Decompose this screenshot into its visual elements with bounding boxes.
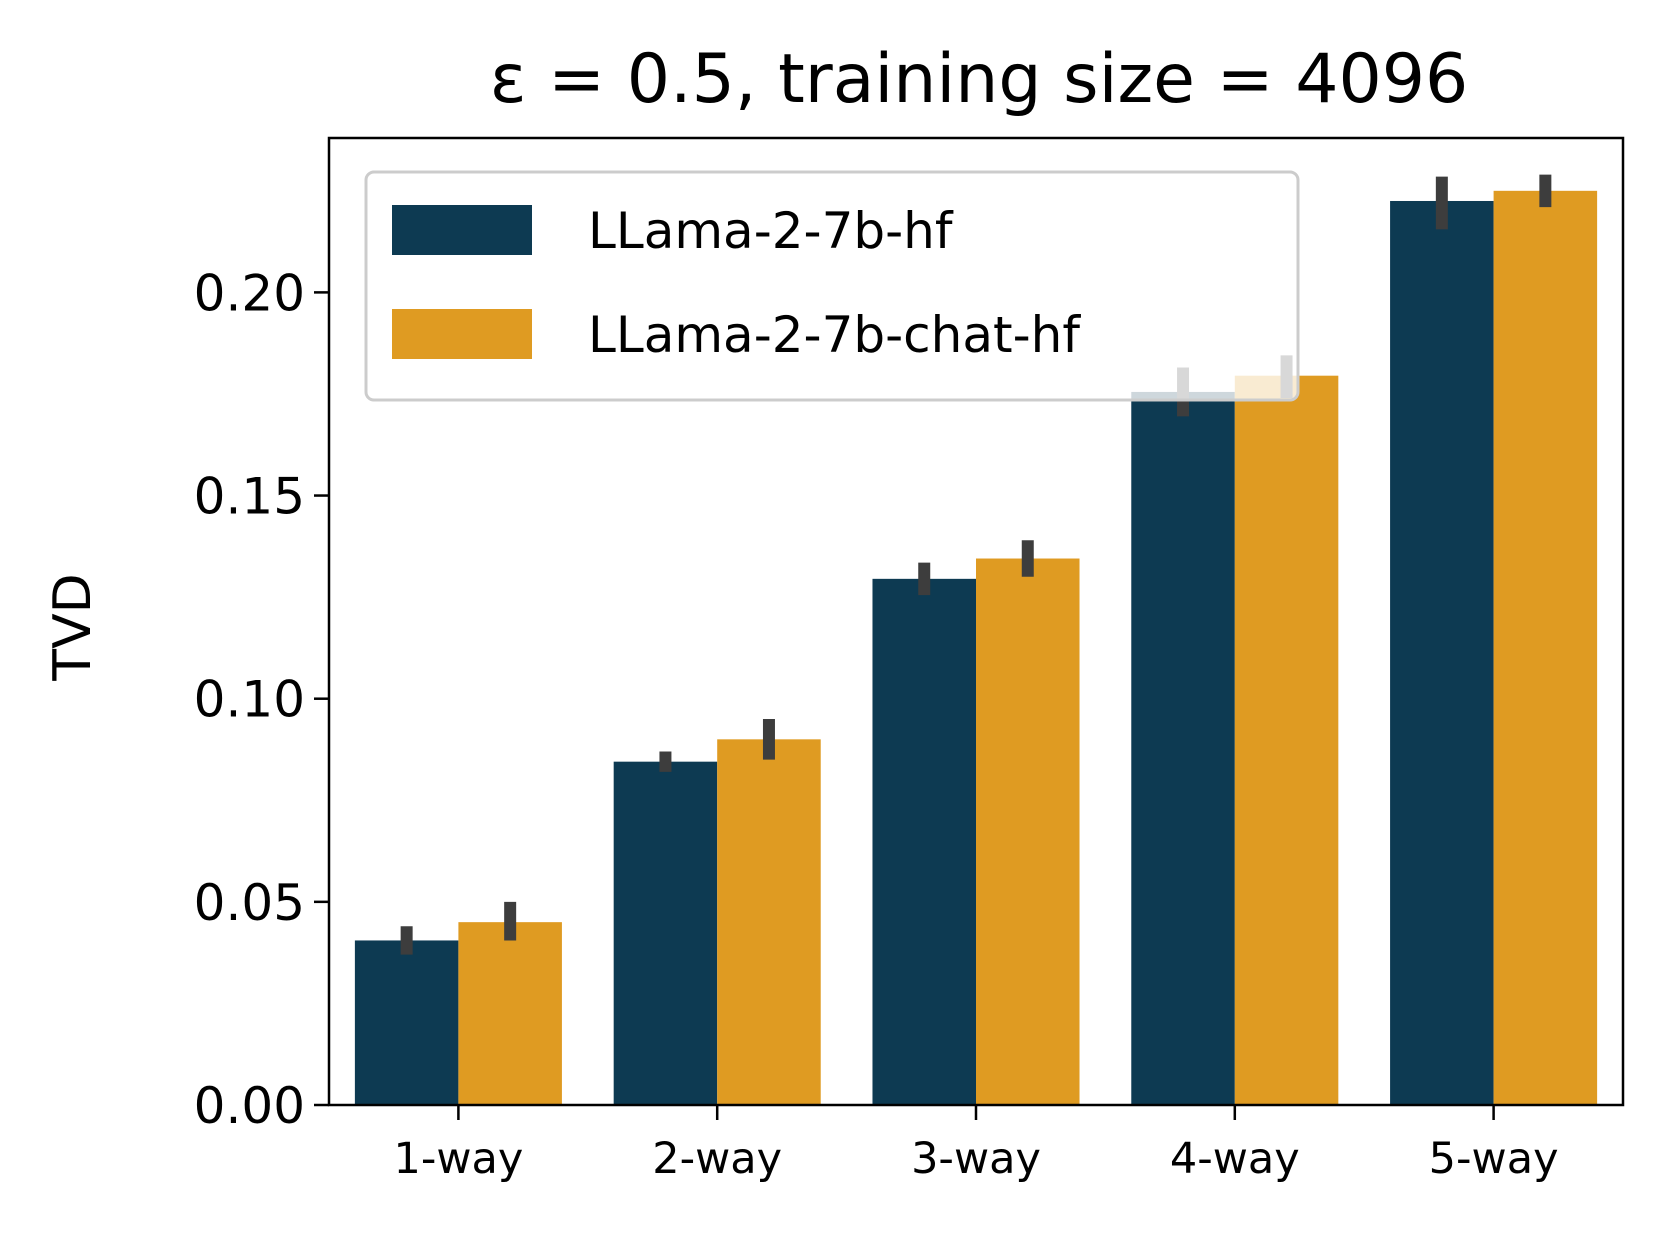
bar-2-4-way <box>1234 375 1339 1105</box>
bar-2-1-way <box>458 922 562 1105</box>
legend-swatch <box>392 205 532 255</box>
bar-2-3-way <box>976 558 1080 1105</box>
legend-swatch <box>392 309 532 359</box>
y-axis-label: TVD <box>43 573 103 681</box>
bar-2-5-way <box>1493 190 1598 1105</box>
y-tick-label: 0.10 <box>194 671 305 729</box>
bar-1-2-way <box>613 761 718 1105</box>
y-tick-label: 0.20 <box>194 264 305 322</box>
x-tick-label: 2-way <box>652 1134 782 1184</box>
x-tick-label: 5-way <box>1429 1134 1559 1184</box>
chart-title: ε = 0.5, training size = 4096 <box>490 40 1469 119</box>
x-tick-label: 1-way <box>393 1134 523 1184</box>
y-tick-label: 0.00 <box>194 1077 305 1135</box>
legend-label: LLama-2-7b-hf <box>588 202 954 260</box>
bar-1-4-way <box>1131 391 1235 1105</box>
y-tick-label: 0.05 <box>194 874 305 932</box>
legend: LLama-2-7b-hf LLama-2-7b-chat-hf <box>364 170 1300 402</box>
bar-1-5-way <box>1390 200 1494 1106</box>
plot-area <box>354 174 1598 1106</box>
bar-1-3-way <box>872 578 976 1105</box>
legend-box <box>364 170 1300 402</box>
bar-1-1-way <box>354 940 459 1105</box>
y-tick-label: 0.15 <box>194 468 305 526</box>
x-tick-label: 3-way <box>911 1134 1041 1184</box>
legend-label: LLama-2-7b-chat-hf <box>588 306 1081 364</box>
bar-2-2-way <box>717 739 821 1105</box>
x-tick-label: 4-way <box>1170 1134 1300 1184</box>
